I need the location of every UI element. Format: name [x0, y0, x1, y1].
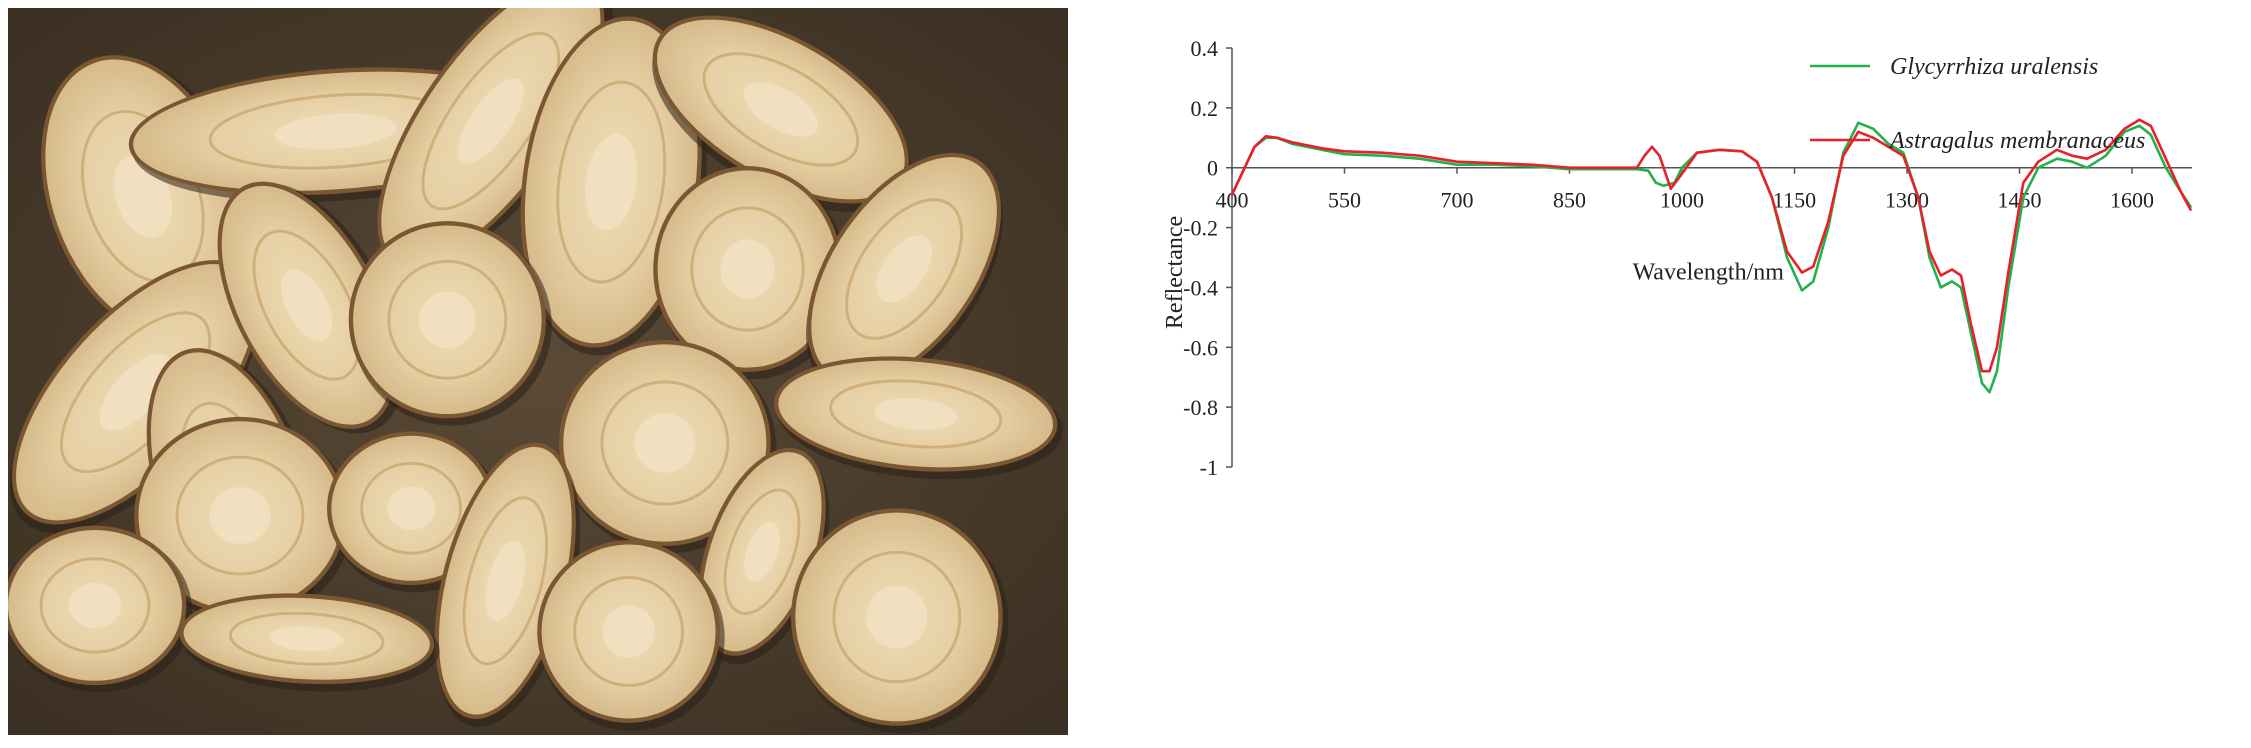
root-slice — [774, 356, 1063, 480]
root-slice — [217, 181, 404, 434]
y-tick-label: 0.4 — [1191, 36, 1219, 61]
root-slice — [652, 15, 912, 213]
legend-label: Glycyrrhiza uralensis — [1890, 54, 2098, 80]
root-slice — [559, 340, 777, 554]
y-tick-label: -1 — [1200, 455, 1218, 480]
root-slice — [179, 593, 440, 692]
herbal-root-slices-photo — [3, 0, 1068, 735]
x-tick-label: 400 — [1216, 188, 1249, 213]
root-slice — [3, 525, 193, 693]
legend: Glycyrrhiza uralensis Astragalus membrana… — [1810, 54, 2145, 154]
root-slice — [377, 0, 613, 268]
root-slice — [9, 260, 260, 534]
root-slice — [134, 416, 352, 622]
y-tick-label: 0 — [1207, 156, 1218, 181]
x-tick-label: 550 — [1328, 188, 1361, 213]
x-tick-label: 700 — [1441, 188, 1474, 213]
root-slice — [791, 508, 1009, 733]
y-axis-title: Reflectance — [1162, 216, 1188, 329]
series-lines — [1230, 118, 2192, 394]
y-tick-label: -0.2 — [1183, 216, 1218, 241]
x-tick-label: 850 — [1553, 188, 1586, 213]
x-tick-label: 1300 — [1885, 188, 1929, 213]
x-axis-title: Wavelength/nm — [1633, 260, 1785, 286]
y-tick-label: -0.6 — [1183, 335, 1218, 360]
y-tick-label: -0.4 — [1183, 275, 1218, 300]
series-line-glycyrrhiza — [1230, 121, 2192, 394]
root-slices-illustration — [3, 0, 1068, 735]
root-slice — [653, 166, 848, 380]
y-tick-label: -0.8 — [1183, 395, 1218, 420]
root-slice — [348, 221, 552, 426]
root-slice — [434, 442, 581, 728]
x-tick-label: 1000 — [1660, 188, 1704, 213]
legend-label: Astragalus membranaceus — [1888, 128, 2145, 154]
x-tick-label: 1600 — [2110, 188, 2154, 213]
series-line-astragalus — [1230, 118, 2192, 373]
root-slice — [806, 152, 1003, 394]
reflectance-chart: 0.4 0.2 0 -0.2 -0.4 -0.6 -0.8 -1 400 550 700 850 100… — [1150, 0, 2251, 743]
axes: 0.4 0.2 0 -0.2 -0.4 -0.6 -0.8 -1 400 550 700 850 100… — [1183, 36, 2192, 480]
y-tick-label: 0.2 — [1191, 96, 1219, 121]
root-slice — [537, 540, 725, 731]
x-tick-label: 1150 — [1773, 188, 1816, 213]
chart-svg: 0.4 0.2 0 -0.2 -0.4 -0.6 -0.8 -1 400 550 700 850 100… — [1162, 36, 2192, 480]
